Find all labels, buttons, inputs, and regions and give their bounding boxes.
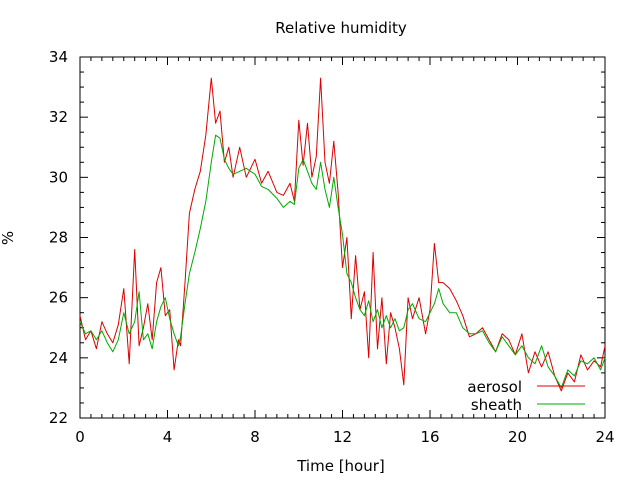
x-tick-label: 8 [250, 428, 260, 446]
y-tick-label: 30 [49, 168, 68, 186]
legend-label-aerosol: aerosol [467, 378, 522, 396]
series-line-sheath [79, 134, 606, 389]
y-tick-label: 34 [49, 48, 68, 66]
y-tick-label: 22 [49, 409, 68, 427]
x-tick-label: 0 [75, 428, 85, 446]
x-tick-label: 4 [163, 428, 173, 446]
y-tick-label: 32 [49, 108, 68, 126]
x-tick-label: 12 [333, 428, 352, 446]
chart-title: Relative humidity [275, 19, 407, 37]
x-tick-label: 20 [508, 428, 527, 446]
legend-label-sheath: sheath [471, 396, 522, 414]
series-lines [79, 77, 606, 392]
axis-tick-labels: 0 4 8 12 16 20 24 22 24 26 28 30 32 34 [49, 48, 615, 446]
y-tick-label: 26 [49, 289, 68, 307]
series-line-aerosol [79, 77, 606, 392]
axis-ticks [79, 56, 606, 419]
x-tick-label: 16 [420, 428, 439, 446]
y-tick-label: 28 [49, 229, 68, 247]
y-axis-label: % [0, 231, 17, 245]
y-tick-label: 24 [49, 349, 68, 367]
x-axis-label: Time [hour] [296, 457, 385, 475]
x-tick-label: 24 [595, 428, 614, 446]
legend: aerosol sheath [467, 378, 585, 414]
